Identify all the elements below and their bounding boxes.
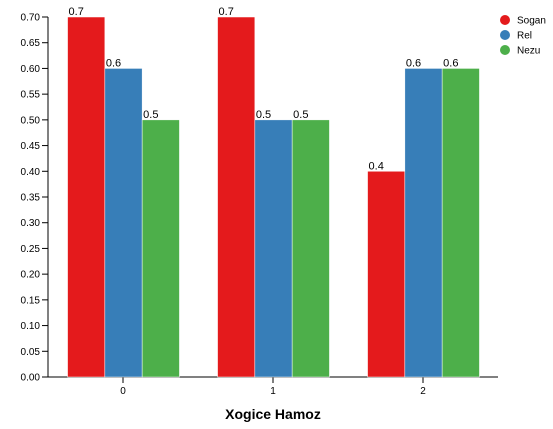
legend-item-rel[interactable]: Rel [500,30,532,42]
data-label: 0.6 [406,57,421,69]
y-tick-label: 0.65 [21,38,41,49]
legend-swatch [500,45,510,55]
data-label: 0.4 [369,160,384,172]
data-label: 0.5 [256,109,271,121]
y-tick-label: 0.25 [21,244,41,255]
legend-item-nezu[interactable]: Nezu [500,45,540,57]
legend-swatch [500,30,510,40]
data-label: 0.7 [219,6,234,18]
y-tick-label: 0.45 [21,141,41,152]
x-axis: 0 1 2 [48,376,498,397]
bar-rel-0[interactable] [104,68,143,378]
bar-sogan-0[interactable] [67,16,106,378]
y-tick-label: 0.60 [21,64,41,75]
x-axis-title: Xogice Hamoz [225,406,321,422]
y-tick-label: 0.70 [21,13,41,24]
x-tick-label: 2 [420,386,426,397]
y-axis: 0.00 0.05 0.10 0.15 0.20 0.25 0.30 0.35 0.40 0.45… [21,13,49,384]
y-tick-label: 0.00 [21,373,41,384]
bar-sogan-2[interactable] [367,171,406,378]
y-tick-label: 0.05 [21,347,41,358]
data-label: 0.5 [143,109,158,121]
data-label: 0.5 [293,109,308,121]
y-tick-label: 0.30 [21,218,41,229]
y-tick-label: 0.10 [21,321,41,332]
data-label: 0.7 [69,6,84,18]
bar-sogan-1[interactable] [217,16,256,378]
y-tick-label: 0.40 [21,167,41,178]
legend[interactable]: Sogan Rel Nezu [500,15,546,57]
y-tick-label: 0.55 [21,90,41,101]
bar-rel-2[interactable] [404,68,443,378]
y-tick-label: 0.20 [21,270,41,281]
bar-nezu-1[interactable] [291,119,330,378]
bars [67,16,480,378]
legend-label: Nezu [517,46,540,57]
legend-item-sogan[interactable]: Sogan [500,15,546,27]
y-tick-label: 0.15 [21,295,41,306]
bar-rel-1[interactable] [254,119,293,378]
legend-label: Rel [517,31,532,42]
y-tick-label: 0.50 [21,115,41,126]
x-tick-label: 0 [120,386,126,397]
legend-swatch [500,15,510,25]
data-label: 0.6 [443,57,458,69]
y-tick-label: 0.35 [21,193,41,204]
bar-nezu-2[interactable] [441,68,480,378]
data-labels: 0.7 0.6 0.5 0.7 0.5 0.5 0.4 0.6 0.6 [69,6,459,172]
x-tick-label: 1 [270,386,276,397]
bar-nezu-0[interactable] [141,119,180,378]
data-label: 0.6 [106,57,121,69]
legend-label: Sogan [517,16,546,27]
